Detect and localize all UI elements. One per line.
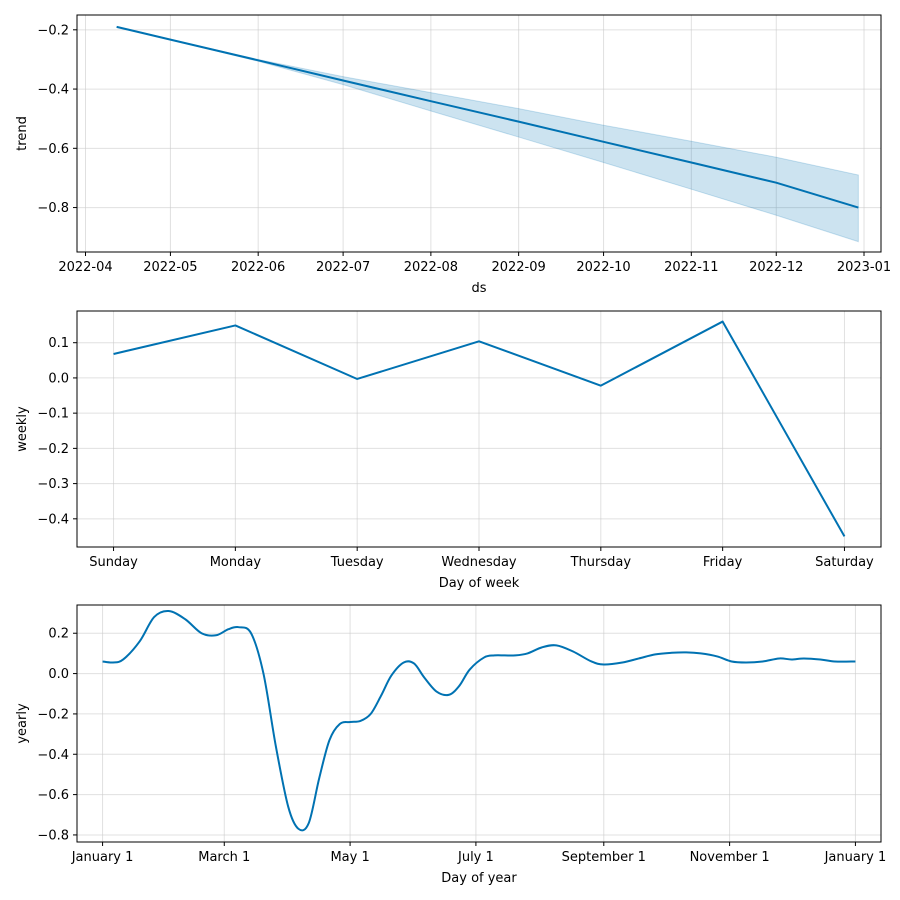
y-tick-label: −0.6 xyxy=(37,142,69,157)
y-tick-label: −0.4 xyxy=(37,512,69,527)
x-tick-label: 2022-08 xyxy=(404,260,458,275)
trend-panel: 2022-04 2022-05 2022-06 2022-07 2022-08 2022-… xyxy=(15,14,891,296)
trend-uncertainty-band xyxy=(116,26,859,243)
axes-frame xyxy=(76,14,882,253)
x-tick-label: Thursday xyxy=(570,555,632,570)
x-tick-label: January 1 xyxy=(824,850,887,865)
y-tick-label: −0.8 xyxy=(37,828,69,843)
x-tick-label: Monday xyxy=(210,555,262,570)
yearly-panel: January 1 March 1 May 1 July 1 September 1 No… xyxy=(15,604,887,886)
axes-frame xyxy=(76,310,882,548)
x-tick-label: May 1 xyxy=(330,850,369,865)
y-tick-label: −0.4 xyxy=(37,83,69,98)
x-tick-label: July 1 xyxy=(457,850,494,865)
x-axis-label: ds xyxy=(471,281,486,296)
y-tick-label: 0.0 xyxy=(48,371,69,386)
weekly-line xyxy=(113,320,846,537)
x-tick-label: March 1 xyxy=(198,850,250,865)
x-tick-label: November 1 xyxy=(690,850,770,865)
x-tick-label: Sunday xyxy=(89,555,138,570)
axes-frame xyxy=(76,604,882,843)
y-tick-label: −0.8 xyxy=(37,201,69,216)
y-tick-label: 0.2 xyxy=(48,627,69,642)
y-tick-label: −0.6 xyxy=(37,788,69,803)
x-tick-label: 2022-05 xyxy=(143,260,197,275)
x-axis-label: Day of year xyxy=(441,871,517,886)
yearly-line xyxy=(102,610,856,832)
y-tick-label: −0.1 xyxy=(37,407,69,422)
y-tick-label: −0.4 xyxy=(37,748,69,763)
x-tick-label: Friday xyxy=(703,555,743,570)
x-tick-label: 2022-07 xyxy=(316,260,370,275)
x-tick-label: 2022-11 xyxy=(664,260,718,275)
y-tick-label: 0.1 xyxy=(48,336,69,351)
weekly-panel: Sunday Monday Tuesday Wednesday Thursday Frid… xyxy=(15,310,882,591)
x-tick-label: January 1 xyxy=(71,850,134,865)
x-tick-label: 2022-04 xyxy=(58,260,112,275)
x-tick-label: Tuesday xyxy=(330,555,384,570)
trend-line xyxy=(116,25,859,209)
y-tick-label: −0.3 xyxy=(37,477,69,492)
x-tick-label: September 1 xyxy=(562,850,646,865)
x-tick-label: 2022-10 xyxy=(576,260,630,275)
x-tick-label: Saturday xyxy=(815,555,874,570)
x-axis-label: Day of week xyxy=(439,576,520,591)
y-axis-label: trend xyxy=(15,116,30,151)
y-tick-label: −0.2 xyxy=(37,707,69,722)
x-tick-label: 2022-12 xyxy=(749,260,803,275)
y-axis-label: weekly xyxy=(15,406,30,452)
x-tick-label: 2023-01 xyxy=(837,260,891,275)
x-tick-label: Wednesday xyxy=(441,555,517,570)
x-tick-label: 2022-06 xyxy=(231,260,285,275)
y-axis-label: yearly xyxy=(15,703,30,744)
y-tick-label: −0.2 xyxy=(37,442,69,457)
y-tick-label: −0.2 xyxy=(37,23,69,38)
x-tick-label: 2022-09 xyxy=(491,260,545,275)
y-tick-label: 0.0 xyxy=(48,667,69,682)
